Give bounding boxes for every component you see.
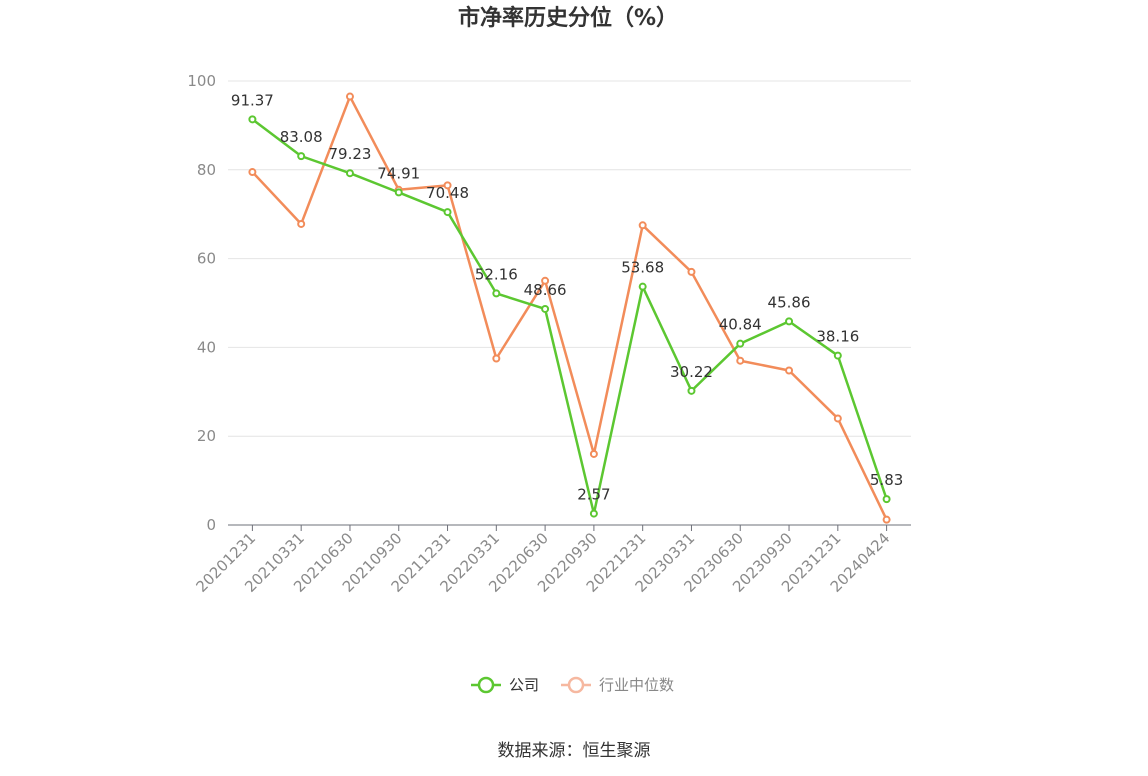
data-point[interactable] xyxy=(785,366,794,375)
data-point[interactable] xyxy=(394,188,403,197)
data-point[interactable] xyxy=(443,208,452,217)
data-point[interactable] xyxy=(833,351,842,360)
data-label: 70.48 xyxy=(426,184,469,202)
data-label: 38.16 xyxy=(816,328,859,346)
data-label: 48.66 xyxy=(524,281,567,299)
data-point[interactable] xyxy=(248,115,257,124)
data-point[interactable] xyxy=(589,449,598,458)
data-point[interactable] xyxy=(736,356,745,365)
y-tick-label: 20 xyxy=(197,427,216,445)
legend-label: 公司 xyxy=(509,676,539,694)
data-point[interactable] xyxy=(492,289,501,298)
data-point[interactable] xyxy=(638,282,647,291)
data-point[interactable] xyxy=(345,169,354,178)
legend-item-1[interactable]: 行业中位数 xyxy=(561,676,674,694)
data-point[interactable] xyxy=(541,276,550,285)
data-point[interactable] xyxy=(785,317,794,326)
data-point[interactable] xyxy=(248,168,257,177)
data-label: 2.57 xyxy=(577,486,610,504)
data-point[interactable] xyxy=(297,219,306,228)
legend-label: 行业中位数 xyxy=(599,676,674,694)
y-tick-label: 100 xyxy=(187,72,216,90)
y-tick-label: 80 xyxy=(197,161,216,179)
data-point[interactable] xyxy=(589,509,598,518)
data-label: 30.22 xyxy=(670,363,713,381)
y-tick-label: 40 xyxy=(197,338,216,356)
data-point[interactable] xyxy=(345,92,354,101)
y-tick-label: 0 xyxy=(206,516,216,534)
data-point[interactable] xyxy=(443,181,452,190)
series-layer xyxy=(248,92,891,524)
legend[interactable]: 公司 行业中位数 xyxy=(471,676,674,694)
series-line-1 xyxy=(251,95,888,521)
data-label: 53.68 xyxy=(621,259,664,277)
data-point[interactable] xyxy=(833,414,842,423)
y-tick-label: 60 xyxy=(197,250,216,268)
data-point[interactable] xyxy=(492,354,501,363)
data-point[interactable] xyxy=(638,221,647,230)
chart-title: 市净率历史分位（%） xyxy=(458,5,678,31)
legend-marker xyxy=(567,676,585,694)
data-label: 40.84 xyxy=(719,316,762,334)
y-axis: 0 20 40 60 80 100 xyxy=(187,72,216,534)
data-label: 91.37 xyxy=(231,91,274,109)
data-point[interactable] xyxy=(882,515,891,524)
x-axis: 2020123120210331202106302021093020211231… xyxy=(192,524,911,596)
data-label: 74.91 xyxy=(377,164,420,182)
data-point[interactable] xyxy=(297,152,306,161)
data-label: 83.08 xyxy=(280,128,323,146)
data-labels: 91.37 83.08 79.23 74.91 70.48 52.16 48.66 2.57 5… xyxy=(231,91,903,503)
data-point[interactable] xyxy=(687,386,696,395)
data-label: 45.86 xyxy=(768,293,811,311)
source-note: 数据来源：恒生聚源 xyxy=(498,741,651,761)
data-label: 52.16 xyxy=(475,265,518,283)
data-label: 5.83 xyxy=(870,471,903,489)
legend-item-0[interactable]: 公司 xyxy=(471,676,539,694)
grid-lines xyxy=(228,80,911,437)
data-point[interactable] xyxy=(736,339,745,348)
data-point[interactable] xyxy=(687,267,696,276)
series-line-0 xyxy=(251,118,888,515)
data-point[interactable] xyxy=(882,495,891,504)
data-point[interactable] xyxy=(541,304,550,313)
data-label: 79.23 xyxy=(328,145,371,163)
legend-marker xyxy=(477,676,495,694)
